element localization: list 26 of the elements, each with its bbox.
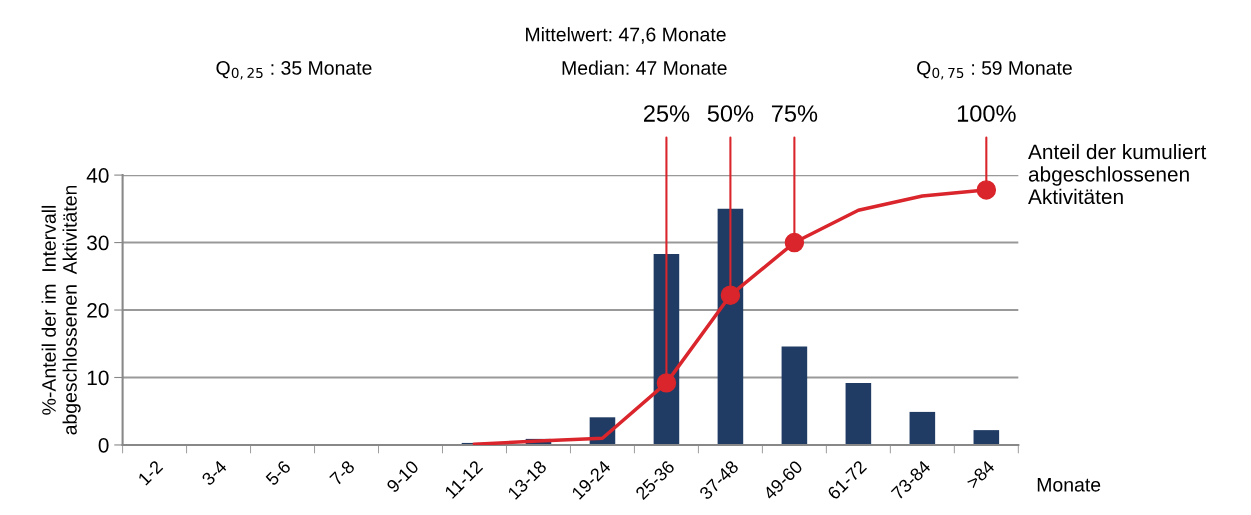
x-tick-label: 7-8 (329, 459, 356, 487)
x-tick-label: 5-6 (264, 459, 292, 487)
y-tick-label: 40 (86, 168, 109, 183)
y-tick-label: 20 (87, 303, 109, 318)
bar (717, 208, 744, 445)
annotation: 100% (957, 105, 1016, 122)
bar (909, 411, 936, 445)
text: Q$_{0,75}$ : 59 Monate (917, 61, 1072, 80)
y-tick-label: 10 (87, 370, 109, 386)
y-axis-title: %-Anteil der im Intervall abgeschlossenen Aktivitäten (41, 185, 81, 435)
text: Anteil der kumuliert abgeschlossenen Aktivitäten (1028, 143, 1207, 205)
y-tick-label: 30 (87, 235, 109, 251)
chart-title: Mittelwert: 47,6 Monate (526, 27, 726, 44)
annotation: 50% (707, 105, 754, 122)
annotation: 75% (771, 105, 818, 122)
x-tick-label: 3-4 (200, 459, 228, 487)
annotation: 25% (643, 105, 690, 122)
text: Q$_{0,25}$ : 35 Monate (216, 61, 372, 80)
x-tick-label: 1-2 (137, 459, 164, 486)
x-tick-label: >84 (965, 459, 996, 490)
text: Median: 47 Monate (562, 60, 727, 75)
x-axis-title: Monate (1037, 478, 1101, 492)
bar (781, 346, 808, 445)
y-tick-label: 0 (98, 437, 109, 453)
bar (973, 430, 1000, 445)
bar (845, 382, 872, 445)
